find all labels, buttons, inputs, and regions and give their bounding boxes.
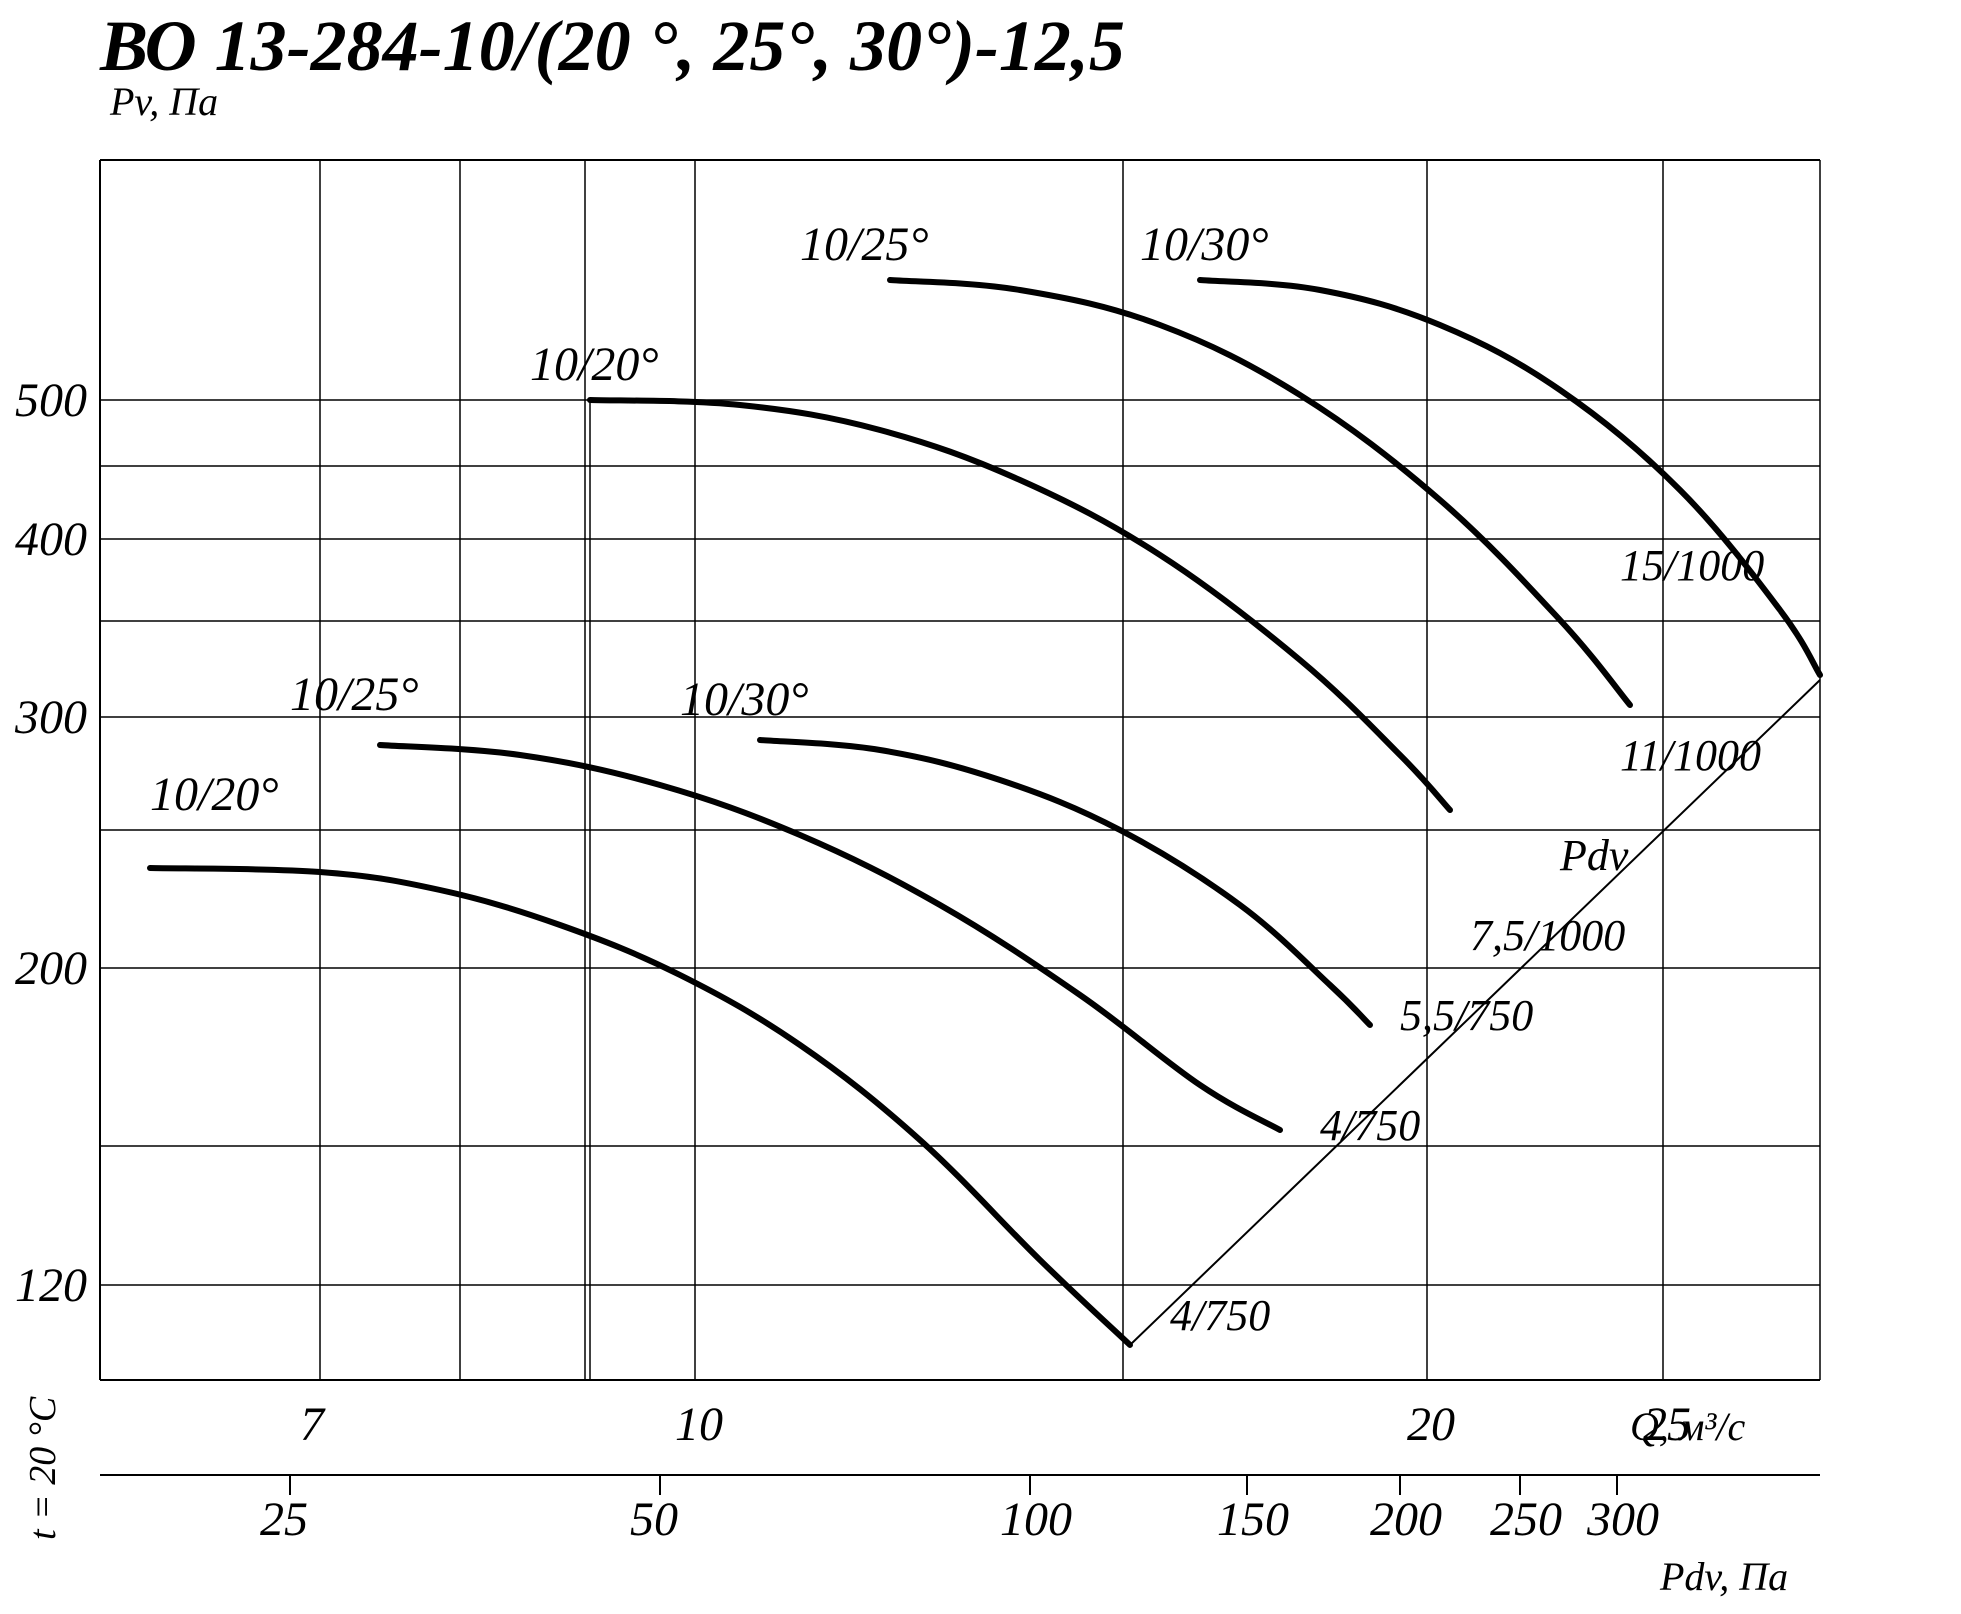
temperature-note: t = 20 °C — [22, 1396, 64, 1540]
xtick-bottom-label: 100 — [1000, 1493, 1072, 1546]
xtick-bottom-label: 200 — [1370, 1493, 1442, 1546]
xtick-bottom-label: 150 — [1217, 1493, 1289, 1546]
curve-lower-10/20 — [150, 868, 1130, 1345]
xtick-top-label: 10 — [675, 1398, 723, 1451]
curve-label: 10/30° — [680, 673, 809, 726]
ytick-label: 300 — [14, 691, 87, 744]
curve-label: 10/20° — [150, 768, 279, 821]
curve-lower-10/25 — [380, 745, 1280, 1130]
curve-label: 10/20° — [530, 338, 659, 391]
end-label: 4/750 — [1320, 1101, 1420, 1150]
curve-label: 10/25° — [800, 218, 929, 271]
chart-title: ВО 13-284-10/(20 °, 25°, 30°)-12,5 — [99, 6, 1125, 86]
xtick-bottom-label: 50 — [630, 1493, 678, 1546]
end-label: 11/1000 — [1620, 731, 1761, 780]
ytick-label: 400 — [15, 513, 87, 566]
end-label: 4/750 — [1170, 1291, 1270, 1340]
curve-upper-10/20 — [590, 400, 1450, 810]
curve-upper-10/25 — [890, 280, 1630, 705]
xtick-bottom-label: 25 — [260, 1493, 308, 1546]
ytick-label: 120 — [15, 1259, 87, 1312]
ytick-label: 500 — [15, 374, 87, 427]
end-label: Pdv — [1559, 831, 1629, 880]
xtick-bottom-label: 300 — [1586, 1493, 1659, 1546]
xtick-top-label: 7 — [300, 1398, 326, 1451]
ytick-label: 200 — [15, 942, 87, 995]
end-label: 7,5/1000 — [1470, 911, 1625, 960]
curve-label: 10/30° — [1140, 218, 1269, 271]
fan-performance-chart: 1202003004005007102025255010015020025030… — [0, 0, 1961, 1614]
x-axis-bottom-label: Pdv, Па — [1659, 1554, 1788, 1599]
xtick-top-label: 20 — [1407, 1398, 1455, 1451]
end-label: 15/1000 — [1620, 541, 1764, 590]
curve-upper-10/30 — [1200, 280, 1820, 675]
x-axis-top-label: Q, м³/с — [1630, 1404, 1746, 1449]
end-label: 5,5/750 — [1400, 991, 1533, 1040]
curve-label: 10/25° — [290, 668, 419, 721]
xtick-bottom-label: 250 — [1490, 1493, 1562, 1546]
